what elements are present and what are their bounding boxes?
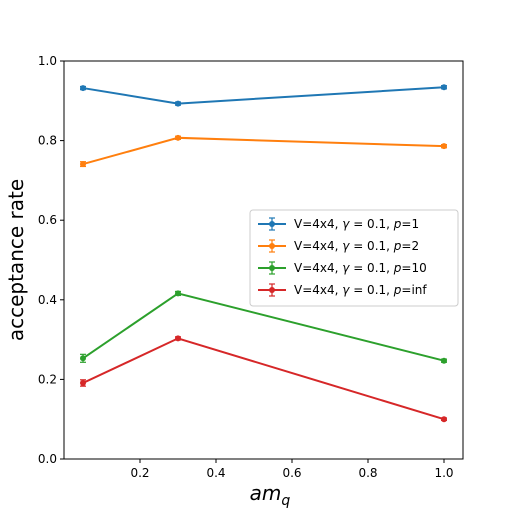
data-point (175, 134, 181, 141)
series-layer (80, 84, 447, 423)
legend-item: V=4x4, γ = 0.1, p=inf (258, 283, 427, 297)
legend: V=4x4, γ = 0.1, p=1 V=4x4, γ = 0.1, p=2 V=… (249, 209, 459, 307)
y-axis: 0.0 0.2 0.4 0.6 0.8 1.0 (38, 54, 64, 466)
data-point (441, 357, 447, 364)
x-tick-label: 0.4 (206, 466, 225, 480)
y-tick-label: 0.8 (38, 134, 57, 148)
x-tick-label: 1.0 (434, 466, 453, 480)
x-tick-label: 0.8 (358, 466, 377, 480)
series-1 (80, 84, 447, 107)
series-line (82, 86, 445, 105)
data-point (175, 335, 181, 342)
data-point (80, 355, 86, 362)
legend-marker (269, 287, 275, 293)
y-tick-label: 0.4 (38, 293, 57, 307)
legend-label: V=4x4, γ = 0.1, p=2 (294, 239, 419, 253)
y-axis-title: acceptance rate (4, 179, 28, 341)
x-tick-label: 0.6 (282, 466, 301, 480)
x-axis: 0.2 0.4 0.6 0.8 1.0 (130, 459, 454, 480)
legend-item: V=4x4, γ = 0.1, p=10 (258, 261, 427, 275)
x-axis-title: amq (250, 481, 291, 509)
x-tick-label: 0.2 (130, 466, 149, 480)
data-point (80, 379, 86, 386)
legend-marker (269, 265, 275, 271)
legend-label: V=4x4, γ = 0.1, p=1 (294, 217, 419, 231)
data-point (175, 100, 181, 107)
series-2 (80, 134, 447, 168)
legend-item: V=4x4, γ = 0.1, p=2 (258, 239, 419, 253)
legend-box (249, 209, 459, 307)
legend-label: V=4x4, γ = 0.1, p=10 (294, 261, 427, 275)
series-4 (80, 335, 447, 423)
legend-marker (269, 221, 275, 227)
y-tick-label: 0.6 (38, 213, 57, 227)
legend-item: V=4x4, γ = 0.1, p=1 (258, 217, 419, 231)
y-tick-label: 1.0 (38, 54, 57, 68)
y-tick-label: 0.0 (38, 452, 57, 466)
data-point (441, 143, 447, 150)
data-point (175, 290, 181, 297)
data-point (441, 84, 447, 91)
plot-frame (63, 60, 464, 460)
series-line (82, 337, 445, 421)
y-tick-label: 0.2 (38, 372, 57, 386)
legend-label: V=4x4, γ = 0.1, p=inf (294, 283, 427, 297)
series-line (82, 136, 445, 166)
data-point (80, 161, 86, 168)
data-point (441, 416, 447, 423)
legend-marker (269, 243, 275, 249)
data-point (80, 85, 86, 92)
series-3 (80, 290, 447, 364)
plot-area (63, 60, 464, 460)
